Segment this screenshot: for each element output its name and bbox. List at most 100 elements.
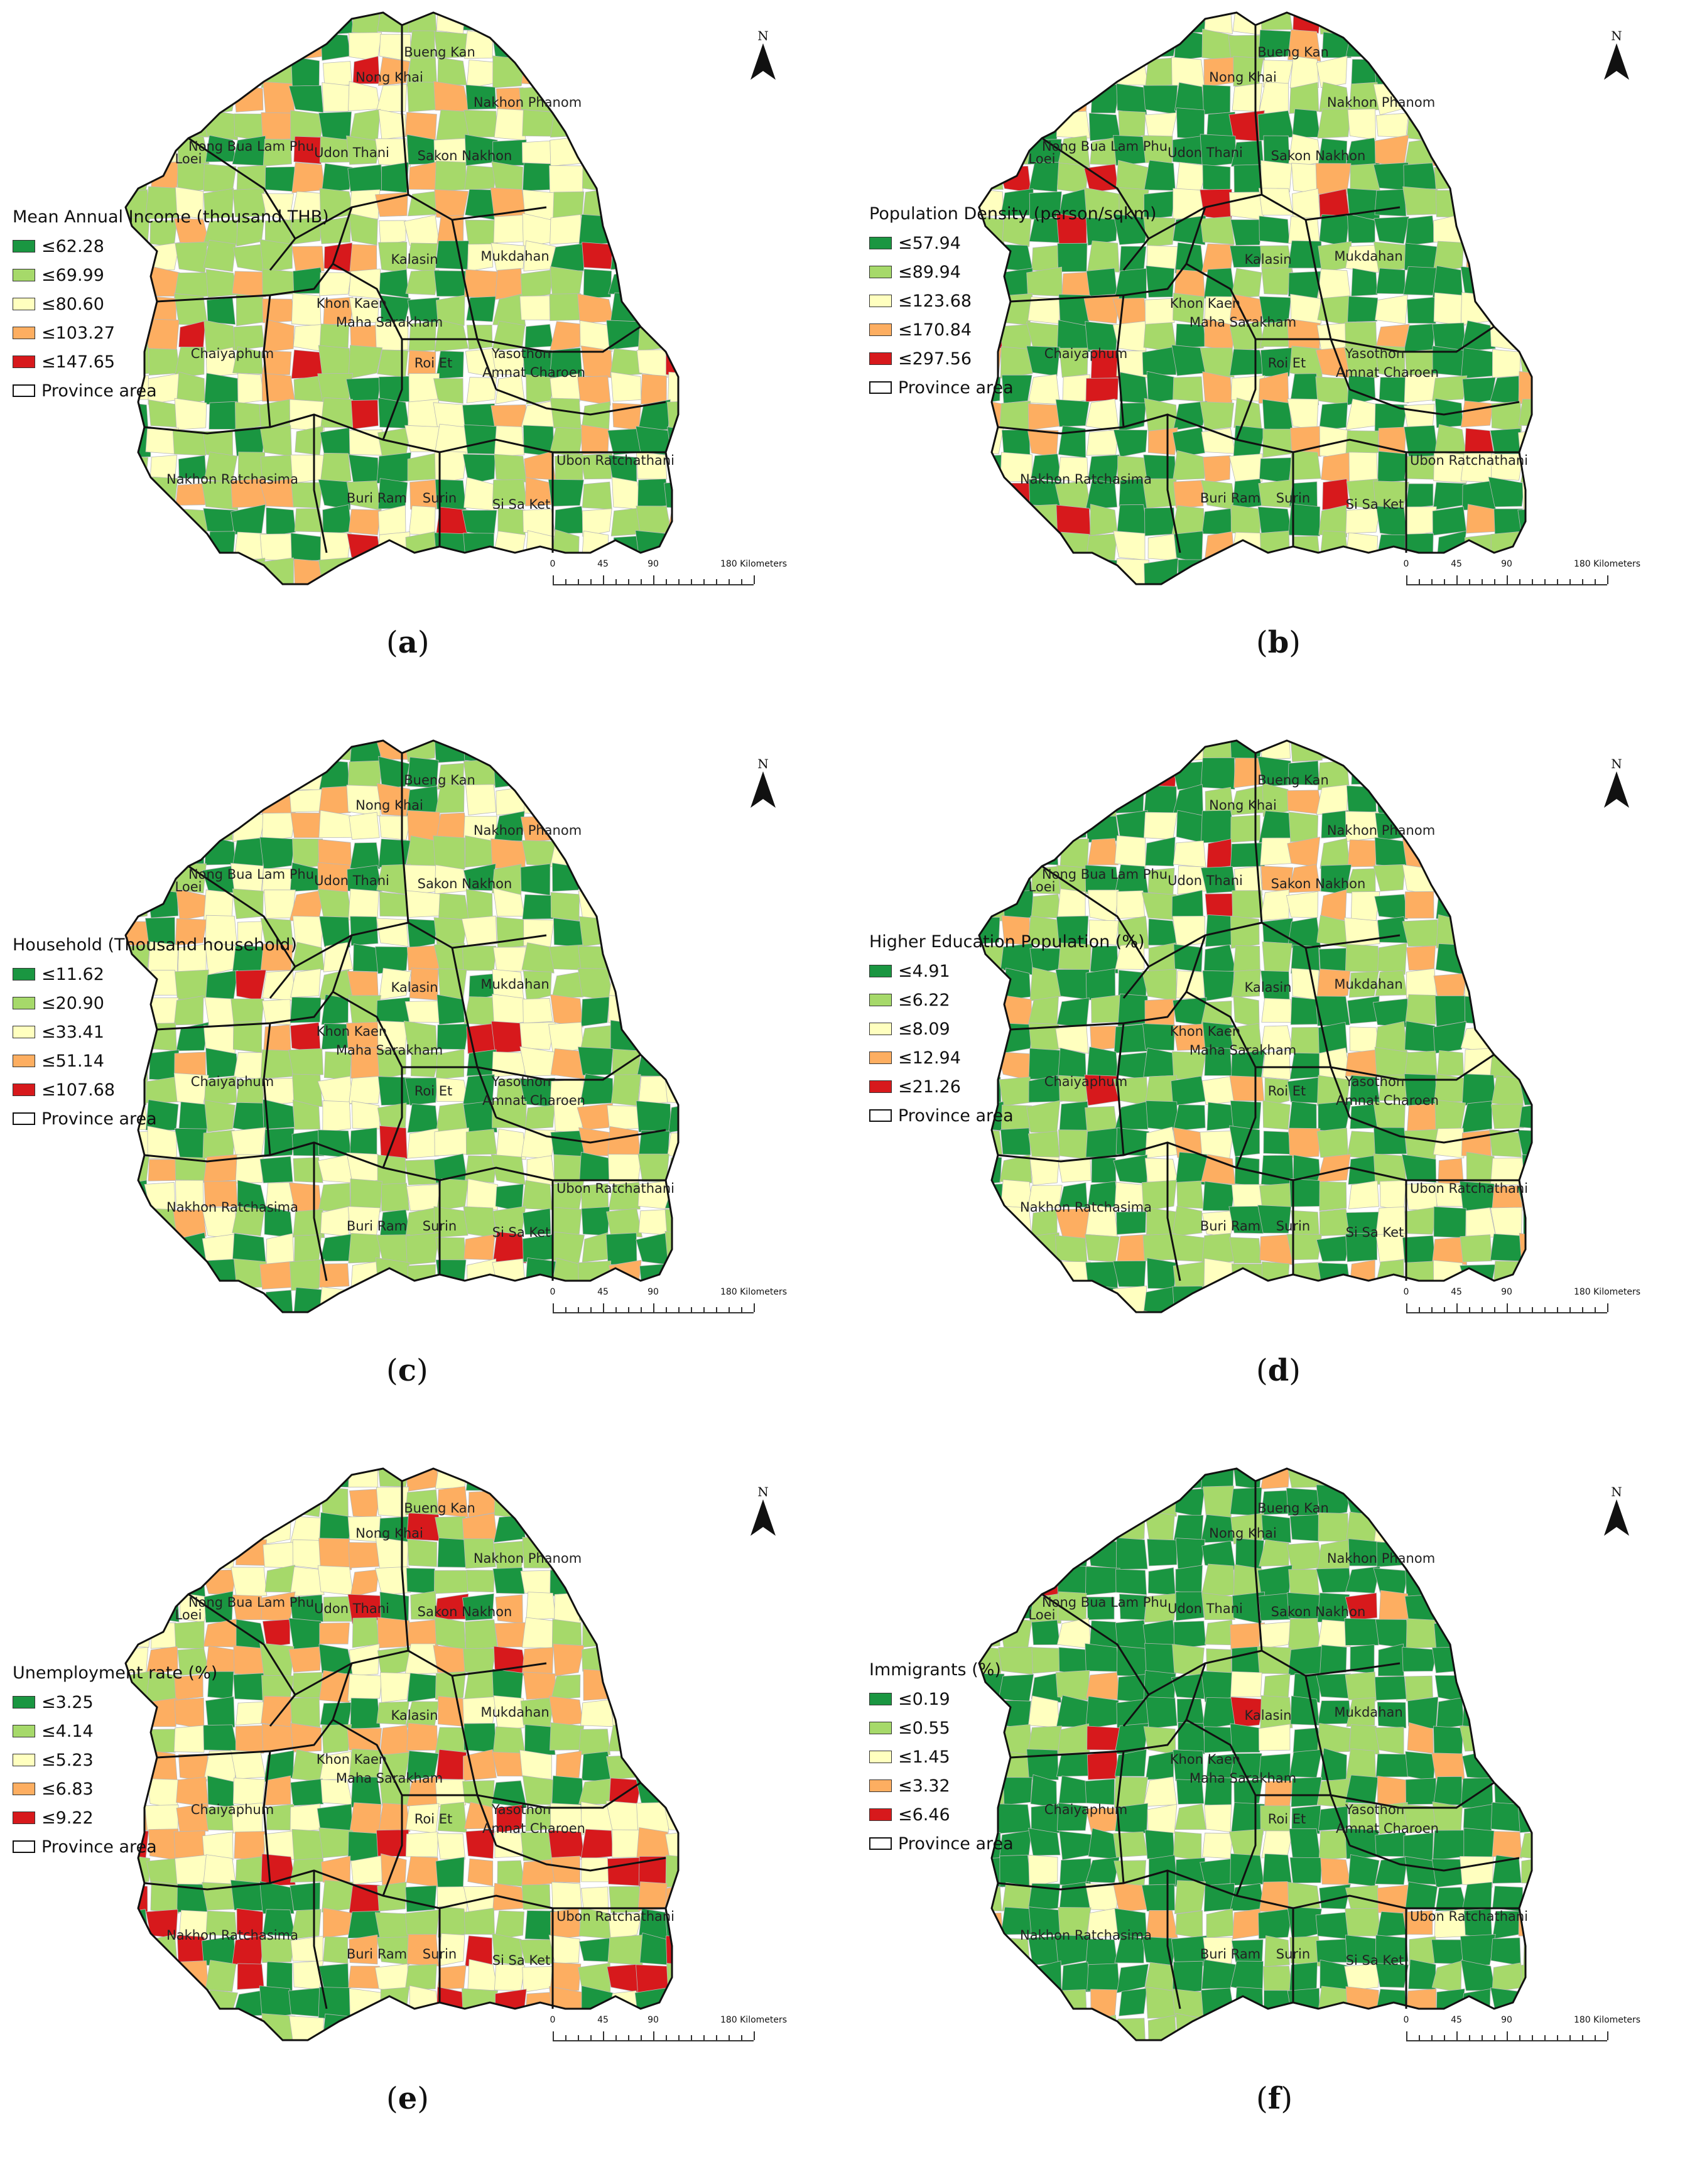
- district-polygon: [375, 320, 409, 352]
- district-polygon: [497, 508, 526, 536]
- district-polygon: [318, 1963, 349, 1991]
- district-polygon: [1374, 188, 1407, 217]
- district-polygon: [1374, 134, 1409, 167]
- district-polygon: [1406, 483, 1434, 509]
- district-polygon: [1085, 1938, 1119, 1967]
- district-polygon: [202, 1129, 235, 1159]
- district-polygon: [435, 295, 465, 326]
- district-polygon: [1149, 585, 1176, 616]
- district-polygon: [520, 863, 551, 896]
- district-polygon: [550, 1803, 584, 1835]
- district-polygon: [1348, 452, 1378, 484]
- district-polygon: [1027, 1512, 1060, 1545]
- district-polygon: [208, 2016, 235, 2040]
- district-polygon: [1146, 741, 1178, 761]
- legend-item-province-area: Province area: [13, 1832, 217, 1861]
- district-polygon: [1489, 970, 1522, 999]
- district-polygon: [406, 1127, 440, 1159]
- district-polygon: [1488, 1698, 1524, 1729]
- district-polygon: [607, 82, 642, 113]
- district-polygon: [264, 166, 295, 192]
- district-polygon: [665, 134, 678, 166]
- district-polygon: [577, 967, 613, 1002]
- district-polygon: [126, 1961, 151, 1990]
- district-polygon: [203, 239, 236, 272]
- district-polygon: [1345, 1748, 1377, 1780]
- district-polygon: [1406, 296, 1436, 324]
- scale-line: [1406, 1303, 1607, 1313]
- district-polygon: [583, 1668, 609, 1701]
- district-polygon: [637, 13, 668, 32]
- scale-tick: [590, 2035, 592, 2040]
- district-polygon: [380, 1672, 411, 1703]
- province-label: Chaiyaphum: [191, 1074, 274, 1089]
- district-polygon: [1520, 783, 1532, 815]
- district-polygon: [1203, 296, 1233, 325]
- scale-tick: [1406, 2031, 1407, 2040]
- province-label: Nong Bua Lam Phu: [1042, 867, 1168, 882]
- district-polygon: [521, 588, 555, 616]
- district-polygon: [491, 161, 524, 192]
- district-polygon: [1347, 1131, 1377, 1160]
- district-polygon: [610, 348, 642, 377]
- district-polygon: [462, 583, 498, 584]
- scale-tick: [603, 1303, 604, 1312]
- district-polygon: [1376, 1911, 1407, 1937]
- district-polygon: [1461, 1129, 1492, 1157]
- district-polygon: [145, 813, 178, 842]
- district-polygon: [1345, 1671, 1377, 1702]
- scale-tick: [653, 575, 654, 584]
- district-polygon: [971, 2040, 1004, 2070]
- district-polygon: [404, 1077, 438, 1106]
- district-polygon: [1172, 915, 1206, 947]
- district-polygon: [1520, 241, 1532, 273]
- district-polygon: [581, 345, 613, 378]
- district-polygon: [1519, 1232, 1532, 1265]
- district-polygon: [1520, 192, 1532, 219]
- district-polygon: [577, 376, 611, 406]
- district-polygon: [636, 1827, 669, 1861]
- district-polygon: [607, 1935, 643, 1965]
- district-polygon: [609, 58, 642, 89]
- district-polygon: [1464, 1314, 1494, 1343]
- scale-tick: [1494, 1307, 1495, 1312]
- district-polygon: [1091, 1157, 1117, 1183]
- province-label: Kalasin: [1244, 980, 1291, 995]
- district-polygon: [1087, 1489, 1115, 1515]
- district-polygon: [1175, 1538, 1206, 1570]
- district-polygon: [1262, 1283, 1294, 1312]
- district-polygon: [347, 1673, 382, 1702]
- district-polygon: [323, 1596, 352, 1622]
- province-border: [1166, 1871, 1181, 2009]
- district-polygon: [1404, 741, 1439, 764]
- district-polygon: [1518, 112, 1532, 138]
- district-polygon: [1145, 1126, 1178, 1159]
- province-label: Mukdahan: [480, 1705, 549, 1720]
- province-border: [263, 1751, 271, 1884]
- district-polygon: [1146, 1910, 1178, 1940]
- scale-tick: [1519, 1307, 1520, 1312]
- district-polygon: [582, 481, 612, 510]
- legend-swatch: [13, 1055, 35, 1067]
- district-polygon: [1260, 587, 1289, 615]
- district-polygon: [1461, 1881, 1493, 1912]
- legend-item: ≤170.84: [869, 315, 1157, 344]
- district-polygon: [1460, 2043, 1495, 2068]
- district-polygon: [1027, 814, 1061, 844]
- district-polygon: [143, 532, 176, 563]
- district-polygon: [1258, 188, 1294, 215]
- district-polygon: [548, 1022, 584, 1054]
- district-polygon: [979, 1261, 1005, 1292]
- district-polygon: [1085, 741, 1119, 764]
- district-polygon: [1462, 945, 1495, 975]
- scale-tick: [754, 575, 755, 584]
- district-polygon: [1233, 397, 1262, 430]
- legend-swatch: [13, 1696, 35, 1709]
- district-polygon: [318, 111, 352, 140]
- district-polygon: [1202, 371, 1233, 405]
- district-polygon: [666, 914, 678, 948]
- district-polygon: [349, 2040, 379, 2072]
- district-polygon: [1287, 2038, 1322, 2040]
- district-polygon: [381, 1183, 410, 1212]
- district-polygon: [1028, 1259, 1058, 1291]
